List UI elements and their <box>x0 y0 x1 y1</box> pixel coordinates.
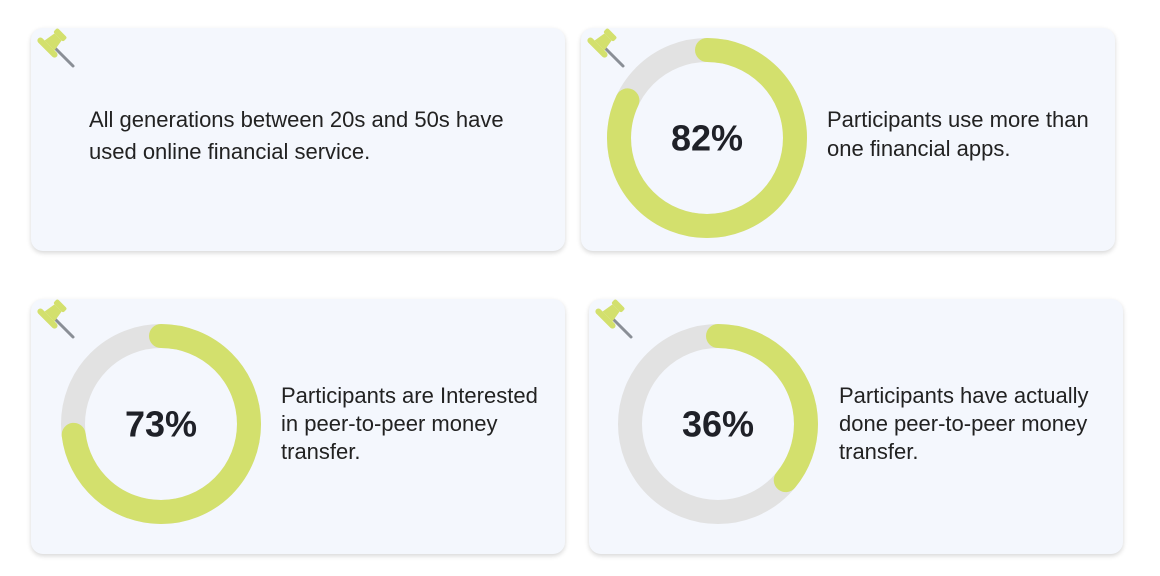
pushpin-icon <box>37 28 75 68</box>
donut-percent-label: 36% <box>682 404 754 445</box>
donut-value-arc <box>607 38 807 238</box>
stat-card-p2p-interest: 73% Participants are Interested in peer-… <box>31 299 565 554</box>
card-description: Participants use more than one financial… <box>827 107 1089 161</box>
pushpin-icon <box>37 299 75 339</box>
donut-chart: 36% <box>618 324 818 524</box>
card-description: All generations between 20s and 50s have… <box>89 107 504 164</box>
stat-card-generations: All generations between 20s and 50s have… <box>31 28 565 251</box>
donut-chart: 73% <box>61 324 261 524</box>
stat-card-p2p-done: 36% Participants have actually done peer… <box>589 299 1123 554</box>
card-description: Participants are Interested in peer-to-p… <box>281 383 538 464</box>
pushpin-icon <box>587 28 625 68</box>
donut-value-arc <box>61 324 261 524</box>
card-description: Participants have actually done peer-to-… <box>839 383 1089 464</box>
pushpin-icon <box>595 299 633 339</box>
donut-value-arc <box>618 324 818 524</box>
donut-chart: 82% <box>607 38 807 238</box>
donut-percent-label: 73% <box>125 404 197 445</box>
stat-card-multiple-apps: 82% Participants use more than one finan… <box>581 28 1115 251</box>
donut-percent-label: 82% <box>671 118 743 159</box>
